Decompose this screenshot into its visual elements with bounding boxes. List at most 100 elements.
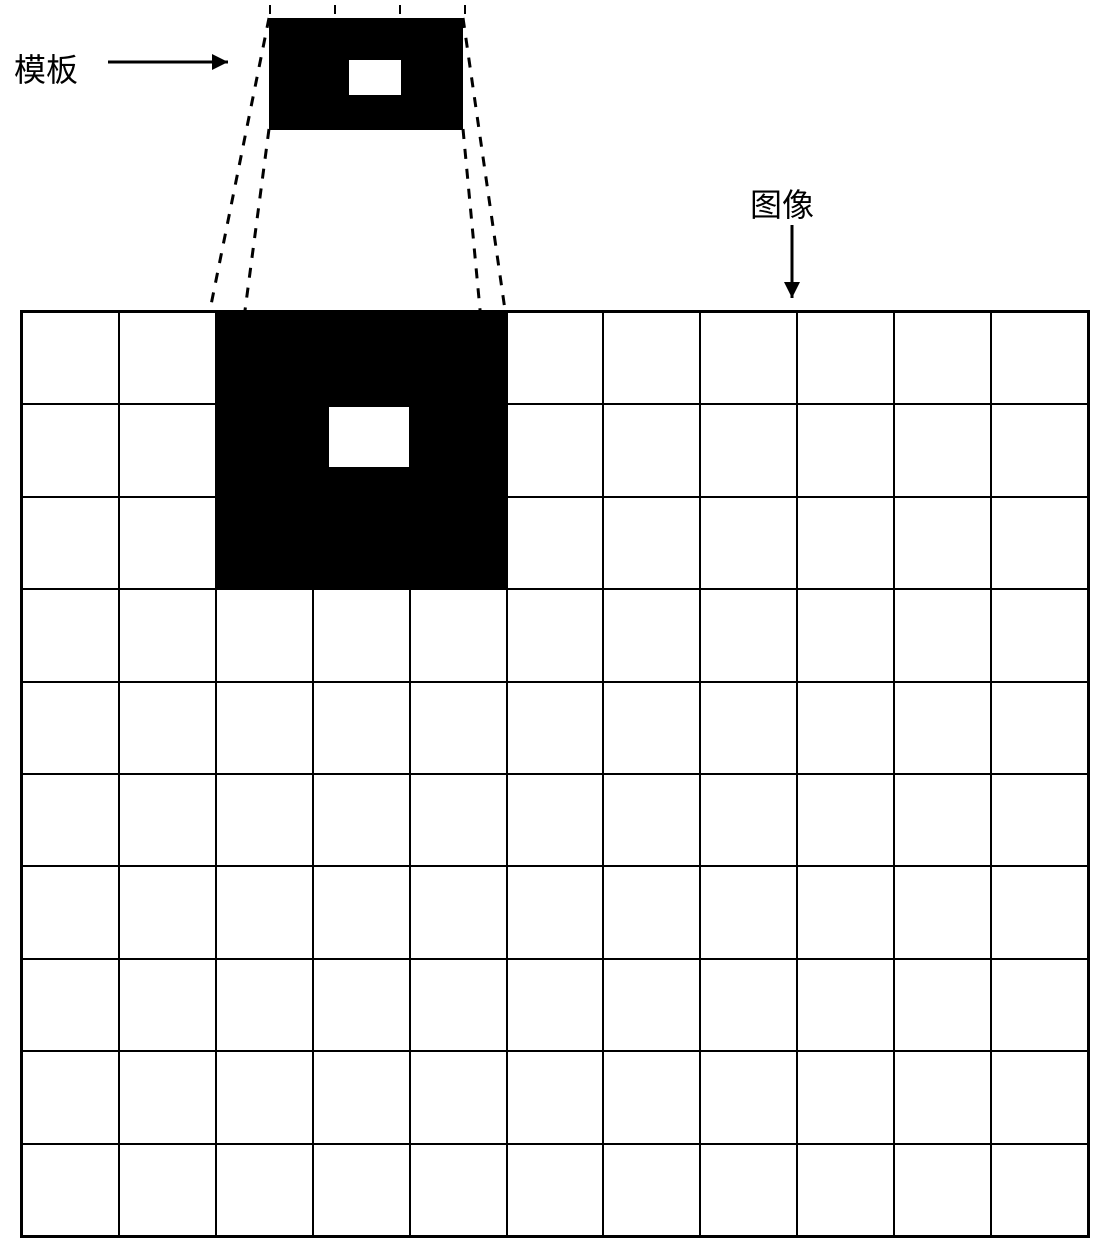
grid-cell	[991, 1144, 1088, 1236]
grid-cell	[119, 959, 216, 1051]
grid-cell	[22, 1051, 119, 1143]
grid-cell	[22, 1144, 119, 1236]
grid-cell	[894, 682, 991, 774]
grid-cell	[119, 774, 216, 866]
grid-cell	[797, 589, 894, 681]
grid-cell	[894, 866, 991, 958]
grid-cell	[119, 1051, 216, 1143]
grid-cell	[603, 497, 700, 589]
grid-cell	[216, 589, 313, 681]
grid-cell	[410, 404, 507, 496]
grid-cell	[410, 497, 507, 589]
grid-cell	[603, 312, 700, 404]
grid-cell	[507, 682, 604, 774]
grid-cell	[216, 497, 313, 589]
grid-cell	[410, 774, 507, 866]
grid-cell	[894, 404, 991, 496]
grid-cell	[119, 497, 216, 589]
grid-cell	[507, 1051, 604, 1143]
grid-cell	[216, 866, 313, 958]
grid-cell	[507, 589, 604, 681]
grid-cell	[603, 1051, 700, 1143]
grid-cell	[991, 682, 1088, 774]
grid-cell	[894, 1051, 991, 1143]
grid-cell	[700, 1144, 797, 1236]
grid-cell	[22, 497, 119, 589]
grid-cell	[313, 774, 410, 866]
grid-cell	[797, 959, 894, 1051]
grid-cell	[700, 589, 797, 681]
grid-cell	[700, 959, 797, 1051]
grid-cell	[216, 959, 313, 1051]
grid-cell	[894, 312, 991, 404]
grid-cell	[313, 497, 410, 589]
grid-cell	[894, 1144, 991, 1236]
grid-cell	[410, 866, 507, 958]
grid-cell	[216, 404, 313, 496]
grid-cell	[603, 404, 700, 496]
grid-cell	[410, 682, 507, 774]
grid-cell	[797, 1051, 894, 1143]
grid-cell	[797, 682, 894, 774]
grid-cell	[507, 1144, 604, 1236]
grid-cell	[991, 589, 1088, 681]
grid-cell	[507, 497, 604, 589]
grid-cell	[797, 866, 894, 958]
grid-cell	[410, 959, 507, 1051]
grid-cell	[894, 959, 991, 1051]
grid-cell	[700, 1051, 797, 1143]
grid-cell	[119, 682, 216, 774]
grid-cell	[507, 404, 604, 496]
grid-cell	[119, 404, 216, 496]
grid-cell	[894, 589, 991, 681]
grid-cell	[797, 1144, 894, 1236]
grid-cell	[507, 866, 604, 958]
grid-cell	[119, 866, 216, 958]
grid-cell	[313, 312, 410, 404]
grid-cell	[216, 774, 313, 866]
grid-cell	[22, 774, 119, 866]
grid-cell	[507, 959, 604, 1051]
grid-cell	[410, 312, 507, 404]
grid-cell	[22, 682, 119, 774]
grid-cell	[410, 589, 507, 681]
grid-cell	[603, 1144, 700, 1236]
grid-cell	[991, 1051, 1088, 1143]
grid-cell	[700, 682, 797, 774]
grid-cell	[22, 312, 119, 404]
grid-cell	[216, 1144, 313, 1236]
grid-cell	[216, 1051, 313, 1143]
grid-cell	[894, 497, 991, 589]
grid-cell	[991, 312, 1088, 404]
grid-cell	[991, 774, 1088, 866]
grid-cell	[991, 959, 1088, 1051]
image-grid-hole	[329, 407, 409, 467]
grid-cell	[410, 1051, 507, 1143]
grid-cell	[603, 774, 700, 866]
grid-cell	[797, 312, 894, 404]
grid-cell	[22, 866, 119, 958]
grid-cell	[313, 1144, 410, 1236]
grid-cell	[700, 404, 797, 496]
grid-cell	[313, 959, 410, 1051]
grid-cell	[797, 497, 894, 589]
grid-cell	[991, 497, 1088, 589]
image-grid	[20, 310, 1090, 1238]
grid-cell	[700, 774, 797, 866]
grid-cell	[119, 312, 216, 404]
grid-cell	[216, 682, 313, 774]
grid-cell	[603, 589, 700, 681]
grid-cell	[313, 1051, 410, 1143]
grid-cell	[603, 866, 700, 958]
grid-cell	[797, 774, 894, 866]
grid-cell	[603, 959, 700, 1051]
grid-cell	[507, 312, 604, 404]
grid-cell	[603, 682, 700, 774]
grid-cell	[119, 1144, 216, 1236]
grid-cell	[700, 497, 797, 589]
grid-cell	[991, 866, 1088, 958]
grid-cell	[700, 866, 797, 958]
grid-cell	[22, 959, 119, 1051]
grid-cell	[22, 404, 119, 496]
grid-cell	[313, 866, 410, 958]
